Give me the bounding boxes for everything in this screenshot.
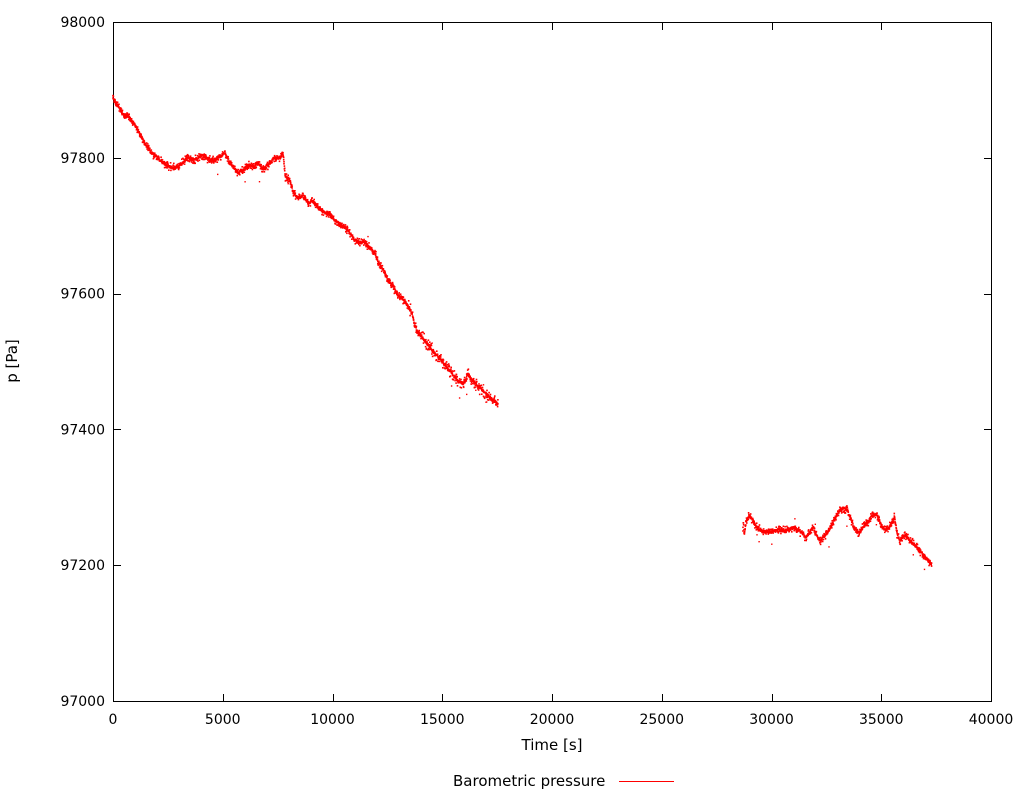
x-axis-title: Time [s] [521, 736, 583, 754]
x-tick-label: 15000 [420, 712, 465, 728]
x-tick-label: 30000 [749, 712, 794, 728]
y-tick-label: 97800 [60, 151, 105, 167]
pressure-series-segment-1 [112, 94, 499, 408]
x-tick-label: 20000 [530, 712, 575, 728]
y-tick-label: 97200 [60, 558, 105, 574]
y-tick-label: 98000 [60, 15, 105, 31]
x-tick-label: 25000 [639, 712, 684, 728]
legend-label: Barometric pressure [453, 772, 606, 790]
y-tick-label: 97600 [60, 287, 105, 303]
x-tick-label: 40000 [969, 712, 1014, 728]
y-axis-title: p [Pa] [3, 339, 21, 383]
x-tick-label: 10000 [310, 712, 355, 728]
x-tick-label: 5000 [205, 712, 241, 728]
y-tick-label: 97000 [60, 694, 105, 710]
plot-border [113, 22, 992, 702]
x-tick-label: 35000 [859, 712, 904, 728]
legend: Barometric pressure [453, 772, 675, 790]
y-tick-label: 97400 [60, 422, 105, 438]
x-tick-label: 0 [109, 712, 118, 728]
legend-line-sample [619, 780, 675, 782]
pressure-series-segment-2 [742, 505, 933, 571]
